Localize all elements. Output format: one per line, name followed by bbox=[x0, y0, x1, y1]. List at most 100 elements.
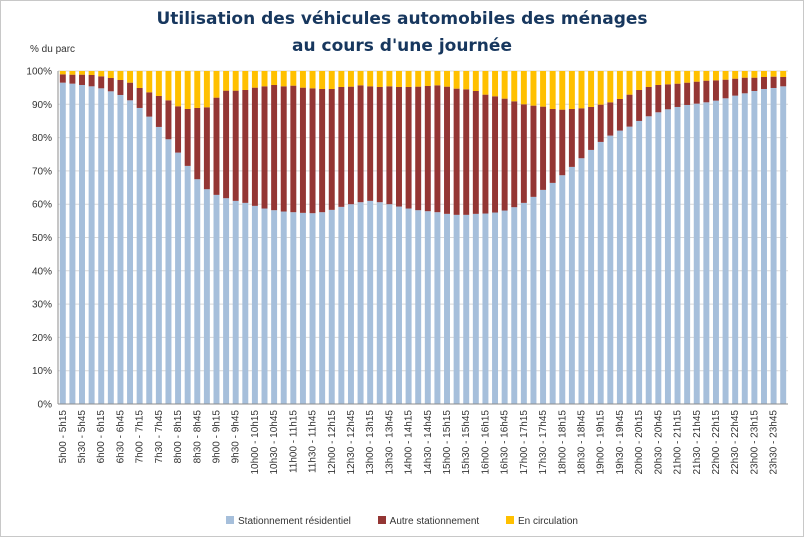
bar-segment-other-parking bbox=[280, 86, 287, 212]
bar-segment-residential bbox=[415, 210, 422, 404]
bar-segment-in-traffic bbox=[664, 71, 671, 85]
bar-segment-residential bbox=[271, 210, 278, 404]
bar-segment-residential bbox=[290, 212, 297, 404]
bar-segment-residential bbox=[492, 212, 499, 404]
bar-segment-other-parking bbox=[271, 84, 278, 211]
bar-segment-other-parking bbox=[232, 90, 239, 201]
bar-segment-other-parking bbox=[376, 86, 383, 203]
bar-segment-other-parking bbox=[261, 86, 268, 209]
bar-segment-other-parking bbox=[184, 108, 191, 166]
x-tick-label: 20h00 - 20h15 bbox=[634, 410, 645, 475]
bar-segment-other-parking bbox=[520, 104, 527, 203]
bar-segment-residential bbox=[453, 214, 460, 404]
bar-segment-residential bbox=[607, 135, 614, 405]
bar-segment-residential bbox=[674, 106, 681, 405]
bar-segment-in-traffic bbox=[213, 71, 220, 98]
chart-title-line-1: Utilisation des véhicules automobiles de… bbox=[156, 9, 648, 29]
y-tick-label: 10% bbox=[32, 366, 52, 377]
bar-segment-in-traffic bbox=[59, 71, 66, 75]
y-tick-label: 90% bbox=[32, 100, 52, 111]
y-axis-label: % du parc bbox=[30, 44, 76, 55]
bar-segment-in-traffic bbox=[540, 71, 547, 107]
y-tick-label: 40% bbox=[32, 266, 52, 277]
bar-segment-residential bbox=[482, 213, 489, 404]
bar-segment-in-traffic bbox=[780, 71, 787, 77]
x-tick-label: 5h30 - 5h45 bbox=[77, 410, 88, 464]
bar-segment-residential bbox=[242, 202, 249, 404]
chart-title-line-2: au cours d'une journée bbox=[292, 36, 512, 56]
bar-segment-in-traffic bbox=[761, 71, 767, 77]
y-tick-label: 50% bbox=[32, 233, 52, 244]
bar-segment-other-parking bbox=[751, 77, 758, 91]
bar-segment-in-traffic bbox=[511, 71, 518, 102]
bar-segment-other-parking bbox=[415, 86, 422, 211]
x-tick-label: 10h00 - 10h15 bbox=[250, 410, 261, 475]
x-tick-label: 19h00 - 19h15 bbox=[596, 410, 607, 475]
bar-segment-other-parking bbox=[501, 98, 508, 211]
legend-item-other-parking: Autre stationnement bbox=[377, 516, 479, 527]
x-tick-label: 14h00 - 14h15 bbox=[404, 410, 415, 475]
bar-segment-in-traffic bbox=[424, 71, 431, 86]
bar-segment-in-traffic bbox=[347, 71, 354, 87]
bar-segment-in-traffic bbox=[136, 71, 143, 88]
bar-segment-residential bbox=[780, 86, 787, 405]
bar-segment-other-parking bbox=[588, 106, 595, 150]
legend-swatch-residential bbox=[226, 516, 235, 525]
bar-segment-residential bbox=[194, 179, 201, 404]
bar-segment-other-parking bbox=[770, 76, 777, 88]
bar-segment-other-parking bbox=[761, 76, 767, 89]
x-tick-label: 13h30 - 13h45 bbox=[384, 410, 395, 475]
x-tick-label: 16h00 - 16h15 bbox=[480, 410, 491, 475]
bar-segment-in-traffic bbox=[770, 71, 777, 77]
bar-segment-in-traffic bbox=[607, 71, 614, 103]
x-tick-label: 17h30 - 17h45 bbox=[538, 410, 549, 475]
bar-segment-residential bbox=[655, 112, 662, 405]
x-tick-label: 13h00 - 13h15 bbox=[365, 410, 376, 475]
bar-segment-other-parking bbox=[616, 98, 623, 131]
bar-segment-in-traffic bbox=[722, 71, 729, 80]
bar-segment-residential bbox=[684, 104, 691, 404]
bar-segment-residential bbox=[741, 93, 748, 404]
bar-segment-in-traffic bbox=[319, 71, 326, 89]
bar-segment-other-parking bbox=[299, 87, 306, 213]
bar-segment-other-parking bbox=[242, 89, 249, 203]
bar-segment-residential bbox=[636, 120, 643, 404]
bar-segment-other-parking bbox=[597, 104, 604, 142]
x-tick-label: 18h30 - 18h45 bbox=[576, 410, 587, 475]
bar-segment-residential bbox=[146, 116, 153, 404]
bar-segment-in-traffic bbox=[568, 71, 575, 109]
bar-segment-residential bbox=[251, 205, 258, 404]
bar-segment-other-parking bbox=[511, 101, 518, 208]
bar-segment-in-traffic bbox=[376, 71, 383, 87]
bar-segment-in-traffic bbox=[357, 71, 364, 86]
bar-segment-residential bbox=[549, 182, 556, 404]
x-tick-label: 23h00 - 23h15 bbox=[749, 410, 760, 475]
bar-segment-residential bbox=[117, 94, 124, 404]
bar-segment-residential bbox=[568, 166, 575, 404]
bar-segment-residential bbox=[155, 126, 162, 404]
x-tick-label: 15h00 - 15h15 bbox=[442, 410, 453, 475]
bar-segment-in-traffic bbox=[492, 71, 499, 97]
legend-label-in-traffic: En circulation bbox=[517, 516, 578, 527]
x-tick-label: 9h00 - 9h15 bbox=[211, 410, 222, 464]
bar-segment-other-parking bbox=[367, 86, 374, 201]
x-tick-label: 20h30 - 20h45 bbox=[653, 410, 664, 475]
bar-segment-residential bbox=[127, 100, 134, 404]
bar-segment-residential bbox=[770, 87, 777, 404]
legend-item-residential: Stationnement résidentiel bbox=[226, 516, 351, 527]
bar-segment-other-parking bbox=[98, 76, 105, 89]
bar-segment-other-parking bbox=[175, 106, 182, 153]
bar-segment-residential bbox=[434, 212, 441, 404]
bar-segment-other-parking bbox=[626, 94, 633, 127]
bar-segment-residential bbox=[472, 213, 479, 404]
bar-segment-in-traffic bbox=[127, 71, 134, 83]
bar-segment-in-traffic bbox=[674, 71, 681, 84]
bar-segment-in-traffic bbox=[741, 71, 748, 78]
bar-segment-residential bbox=[107, 91, 114, 405]
bar-segment-in-traffic bbox=[655, 71, 662, 85]
x-tick-label: 22h00 - 22h15 bbox=[711, 410, 722, 475]
x-tick-label: 6h00 - 6h15 bbox=[96, 410, 107, 464]
bar-segment-in-traffic bbox=[684, 71, 691, 83]
x-tick-label: 9h30 - 9h45 bbox=[231, 410, 242, 464]
bar-segment-in-traffic bbox=[501, 71, 508, 99]
